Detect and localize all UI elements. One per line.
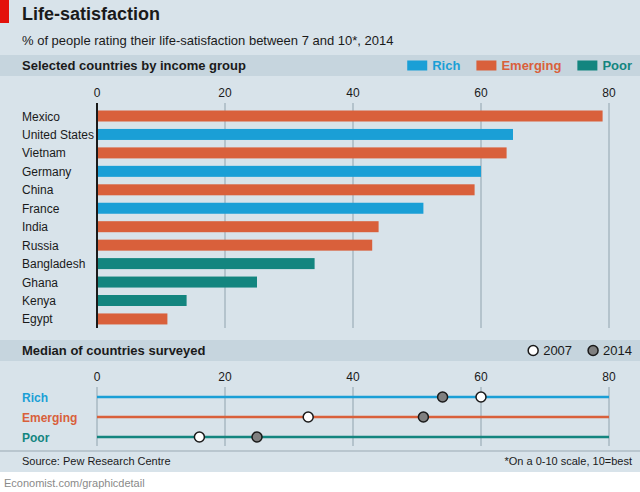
category-label: United States bbox=[22, 128, 94, 142]
category-label: Germany bbox=[22, 165, 71, 179]
legend-swatch bbox=[407, 61, 427, 71]
panel-title: Selected countries by income group bbox=[22, 58, 246, 73]
tick-label: 60 bbox=[474, 370, 488, 384]
dot-marker bbox=[418, 412, 428, 422]
legend-label: 2007 bbox=[543, 343, 572, 358]
bar bbox=[97, 111, 603, 122]
tick-label: 60 bbox=[474, 86, 488, 100]
category-label: Emerging bbox=[22, 411, 77, 425]
category-label: Vietnam bbox=[22, 146, 66, 160]
tick-label: 20 bbox=[218, 370, 232, 384]
bar bbox=[97, 313, 167, 324]
tick-label: 40 bbox=[346, 370, 360, 384]
legend-swatch bbox=[476, 61, 496, 71]
row-line bbox=[97, 436, 609, 439]
legend-marker bbox=[528, 346, 538, 356]
source: Source: Pew Research Centre bbox=[22, 455, 171, 467]
panel-title: Median of countries surveyed bbox=[22, 343, 206, 358]
bar bbox=[97, 277, 257, 288]
tick-label: 40 bbox=[346, 86, 360, 100]
red-tab bbox=[0, 0, 9, 23]
legend-label: Poor bbox=[602, 58, 632, 73]
dot-marker bbox=[476, 392, 486, 402]
category-label: Mexico bbox=[22, 110, 60, 124]
dot-marker bbox=[303, 412, 313, 422]
markers bbox=[194, 392, 486, 442]
title: Life-satisfaction bbox=[22, 4, 160, 24]
legend: 2007 2014 bbox=[528, 343, 632, 358]
footnote: *On a 0-10 scale, 10=best bbox=[505, 455, 633, 467]
category-label: Egypt bbox=[22, 312, 53, 326]
dot-marker bbox=[252, 432, 262, 442]
tick-label: 20 bbox=[218, 86, 232, 100]
bar bbox=[97, 221, 379, 232]
grid-line bbox=[96, 103, 98, 328]
footer-rule bbox=[0, 451, 640, 452]
grid-line bbox=[608, 103, 610, 328]
bar bbox=[97, 166, 481, 177]
chart-root: Life-satisfaction % of people rating thei… bbox=[0, 0, 640, 492]
category-label: Ghana bbox=[22, 276, 58, 290]
bar bbox=[97, 258, 315, 269]
panel-header-band bbox=[0, 340, 640, 361]
chart-svg: Life-satisfaction % of people rating thei… bbox=[0, 0, 640, 492]
bar bbox=[97, 184, 475, 195]
category-label: Russia bbox=[22, 239, 59, 253]
panel-0: Selected countries by income group Rich Em… bbox=[0, 55, 640, 328]
axis-line bbox=[96, 103, 98, 328]
footer: Economist.com/graphicdetail bbox=[4, 477, 145, 489]
legend-marker bbox=[588, 346, 598, 356]
bar bbox=[97, 295, 187, 306]
bar bbox=[97, 203, 423, 214]
bars bbox=[97, 111, 603, 325]
bar bbox=[97, 129, 513, 140]
tick-label: 80 bbox=[602, 370, 616, 384]
bar bbox=[97, 147, 507, 158]
category-label: France bbox=[22, 202, 60, 216]
panel-header-band bbox=[0, 55, 640, 76]
tick-label: 0 bbox=[94, 370, 101, 384]
category-label: China bbox=[22, 183, 54, 197]
legend-label: Emerging bbox=[501, 58, 561, 73]
legend-label: 2014 bbox=[603, 343, 632, 358]
tick-label: 80 bbox=[602, 86, 616, 100]
legend-label: Rich bbox=[432, 58, 460, 73]
row-line bbox=[97, 416, 609, 419]
category-label: Poor bbox=[22, 431, 50, 445]
panel-1: Median of countries surveyed 2007 2014 0 20 4… bbox=[0, 340, 640, 446]
tick-label: 0 bbox=[94, 86, 101, 100]
background bbox=[0, 0, 640, 472]
subtitle: % of people rating their life-satisfacti… bbox=[22, 33, 393, 48]
legend-swatch bbox=[577, 61, 597, 71]
dot-marker bbox=[438, 392, 448, 402]
row-line bbox=[97, 396, 609, 399]
category-label: Rich bbox=[22, 391, 48, 405]
bar bbox=[97, 240, 372, 251]
legend: Rich Emerging Poor bbox=[407, 58, 632, 73]
dot-marker bbox=[194, 432, 204, 442]
category-label: Kenya bbox=[22, 294, 56, 308]
category-label: India bbox=[22, 220, 48, 234]
category-label: Bangladesh bbox=[22, 257, 85, 271]
